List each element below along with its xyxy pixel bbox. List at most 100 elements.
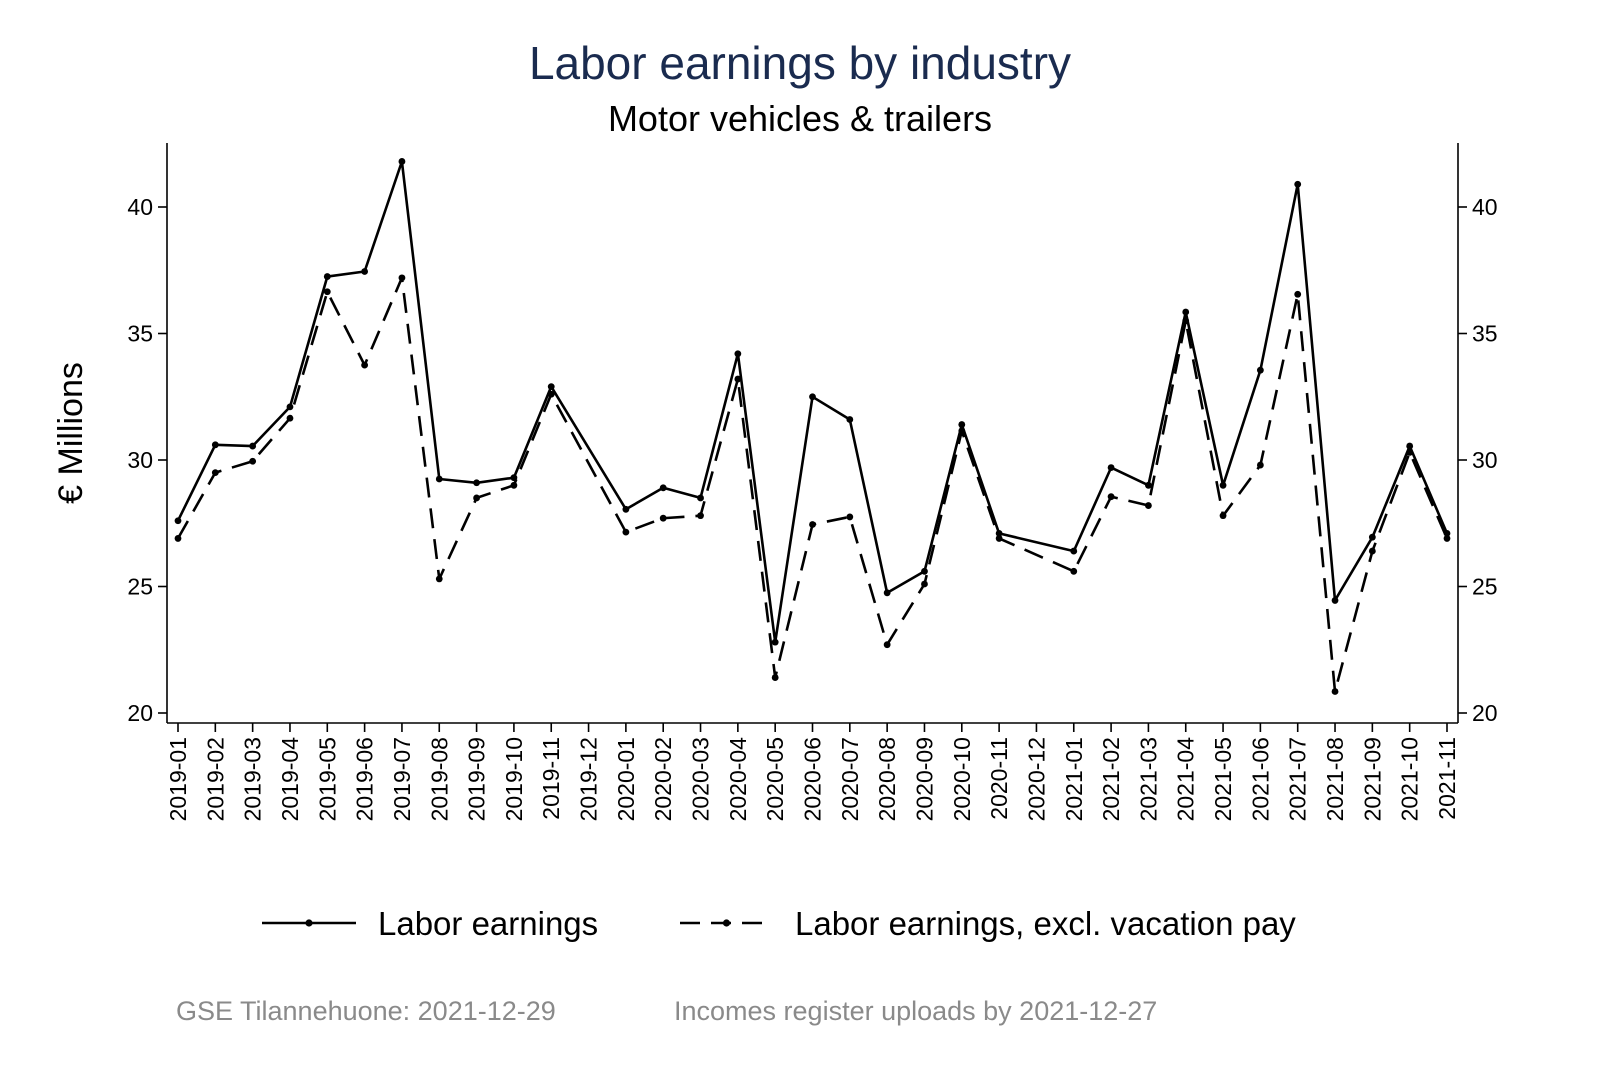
data-point	[1107, 464, 1115, 471]
x-tick-label: 2021-09	[1359, 737, 1385, 821]
x-tick-label: 2019-06	[352, 737, 378, 821]
y-tick-label-right: 40	[1472, 194, 1498, 220]
data-point	[510, 481, 518, 489]
data-point	[697, 494, 704, 502]
data-point	[1182, 308, 1190, 316]
y-tick-label-right: 20	[1472, 700, 1498, 726]
legend-item-2: Labor earnings, excl. vacation pay	[680, 905, 1296, 942]
x-tick-label: 2019-02	[202, 737, 228, 821]
data-point	[1219, 512, 1227, 520]
series-layer	[174, 158, 1451, 695]
data-point	[659, 514, 667, 522]
x-tick-label: 2020-10	[949, 737, 975, 821]
x-tick-label: 2020-04	[725, 737, 751, 822]
x-tick-label: 2020-03	[688, 737, 714, 821]
data-point	[1145, 481, 1152, 489]
y-tick-label-right: 30	[1472, 447, 1498, 473]
x-tick-label: 2021-04	[1173, 737, 1199, 822]
x-tick-label: 2020-09	[911, 737, 937, 821]
x-tick-label: 2021-11	[1434, 737, 1460, 820]
data-point	[323, 273, 331, 280]
data-point	[883, 641, 891, 649]
series-line-2	[176, 276, 1449, 693]
legend-marker-1	[305, 919, 313, 927]
data-point	[1256, 461, 1264, 469]
x-tick-label: 2021-05	[1210, 737, 1236, 821]
y-tick-label-left: 25	[127, 574, 153, 600]
data-point	[1256, 366, 1264, 374]
data-point	[286, 414, 294, 422]
data-point	[1368, 547, 1376, 555]
y-tick-label-left: 30	[127, 447, 153, 473]
data-point	[174, 535, 182, 542]
data-point	[1443, 535, 1451, 542]
data-point	[361, 268, 369, 275]
data-point	[1406, 449, 1414, 456]
data-point	[473, 494, 480, 502]
data-point	[1406, 442, 1414, 450]
x-tick-label: 2021-06	[1247, 737, 1273, 821]
x-tick-label: 2019-09	[464, 737, 490, 821]
x-tick-label: 2021-03	[1135, 737, 1161, 821]
x-tick-label: 2019-11	[538, 737, 564, 820]
x-tick-label: 2019-10	[501, 737, 527, 821]
x-tick-label: 2019-05	[314, 737, 340, 821]
x-tick-label: 2021-02	[1098, 737, 1124, 821]
data-point	[771, 674, 779, 681]
data-point	[1070, 547, 1078, 555]
footer-source-note: GSE Tilannehuone: 2021-12-29	[176, 996, 556, 1026]
data-point	[398, 274, 406, 282]
data-point	[361, 361, 369, 369]
data-point	[1070, 567, 1078, 575]
x-tick-label: 2019-04	[277, 737, 303, 822]
chart-title: Labor earnings by industry	[528, 37, 1072, 89]
y-tick-label-right: 35	[1472, 321, 1498, 347]
legend-label-2: Labor earnings, excl. vacation pay	[795, 905, 1296, 942]
data-point	[249, 457, 257, 465]
data-point	[921, 580, 928, 588]
data-point	[1368, 533, 1376, 541]
x-tick-label: 2021-07	[1285, 737, 1311, 821]
data-point	[958, 421, 966, 428]
data-point	[286, 403, 294, 411]
data-point	[323, 288, 331, 296]
x-tick-label: 2019-07	[389, 737, 415, 821]
x-tick-label: 2021-01	[1061, 737, 1087, 821]
data-point	[958, 427, 966, 435]
data-point	[547, 390, 555, 398]
x-tick-label: 2019-12	[576, 737, 602, 821]
data-point	[249, 442, 257, 450]
x-tick-label: 2020-06	[800, 737, 826, 821]
data-point	[1182, 317, 1190, 325]
x-tick-label: 2019-03	[240, 737, 266, 821]
data-point	[809, 393, 816, 401]
x-tick-label: 2021-08	[1322, 737, 1348, 821]
x-tick-label: 2020-12	[1023, 737, 1049, 821]
legend-item-1: Labor earnings	[262, 905, 598, 942]
data-point	[1107, 493, 1115, 501]
x-tick-label: 2020-08	[874, 737, 900, 821]
x-tick-label: 2020-11	[986, 737, 1012, 820]
data-point	[1294, 180, 1302, 188]
data-point	[622, 505, 630, 513]
y-tick-label-left: 20	[127, 700, 153, 726]
data-point	[1219, 481, 1227, 489]
data-point	[174, 517, 182, 525]
data-point	[435, 475, 443, 483]
legend-label-1: Labor earnings	[378, 905, 598, 942]
x-tick-label: 2019-08	[426, 737, 452, 821]
data-point	[1145, 502, 1152, 509]
y-tick-label-left: 40	[127, 194, 153, 220]
data-point	[921, 567, 928, 575]
x-tick-label: 2020-01	[613, 737, 639, 821]
data-point	[659, 484, 667, 492]
data-point	[995, 535, 1003, 542]
y-axis-label: € Millions	[52, 362, 90, 504]
data-point	[211, 469, 219, 477]
data-point	[435, 575, 443, 583]
chart-axes: 20 20 25 25 30 30 35 35 40 40 € Millions 2019-01 201…	[52, 143, 1498, 821]
data-point	[846, 513, 854, 521]
series-2	[174, 274, 1451, 695]
legend-marker-2	[722, 919, 731, 927]
data-point	[1331, 597, 1339, 604]
